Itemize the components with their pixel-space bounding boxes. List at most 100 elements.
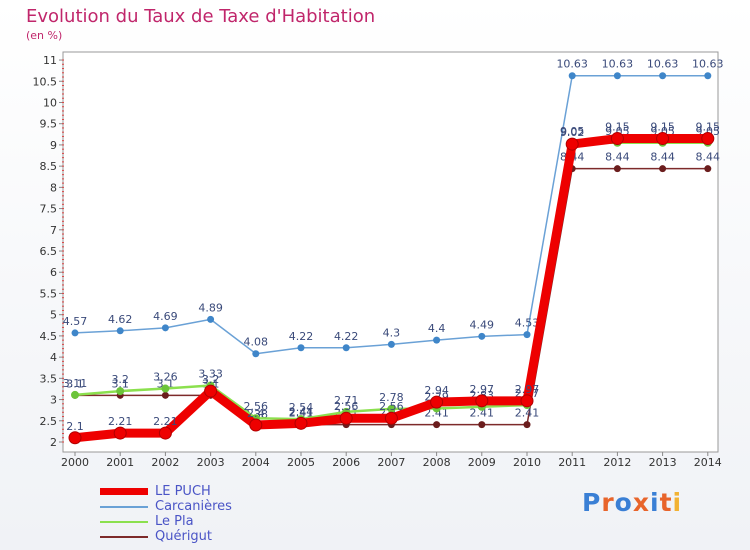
data-point-le-pla [116,387,125,396]
y-minor-tick [62,284,64,286]
data-label-le-pla: 9.05 [560,125,585,138]
y-minor-tick [62,360,64,362]
data-label-le-pla: 3.33 [198,368,223,381]
y-minor-tick [62,174,64,176]
y-minor-tick [62,135,64,137]
y-minor-tick [62,420,64,422]
y-minor-tick [62,72,64,74]
data-label-le-pla: 2.71 [334,394,359,407]
legend-label-le-puch: LE PUCH [155,484,211,499]
data-label-le-puch: 9.02 [560,126,585,139]
y-tick-label: 7 [50,224,57,237]
y-tick-label: 6.5 [40,245,58,258]
y-minor-tick [62,118,64,120]
y-minor-tick [62,144,64,146]
y-minor-tick [62,314,64,316]
y-minor-tick [62,441,64,443]
data-label-carcanieres: 4.89 [198,301,223,314]
y-minor-tick [62,165,64,167]
legend-item-le-puch[interactable]: LE PUCH [100,484,232,499]
y-minor-tick [62,280,64,282]
x-tick-label: 2012 [603,456,631,469]
x-tick-label: 2011 [558,456,586,469]
data-point-carcanieres [659,72,667,80]
y-minor-tick [62,80,64,82]
data-label-le-puch: 2.44 [289,405,314,418]
proxiti-logo[interactable]: Proxiti [582,488,682,517]
y-tick-label: 9 [50,139,57,152]
y-minor-tick [62,390,64,392]
y-minor-tick [62,297,64,299]
data-point-carcanieres [568,72,576,80]
y-minor-tick [62,348,64,350]
y-minor-tick [62,275,64,277]
y-minor-tick [62,140,64,142]
data-point-querigut [659,165,667,173]
y-minor-tick [62,237,64,239]
data-point-carcanieres [613,72,621,80]
y-minor-tick [62,63,64,65]
y-minor-tick [62,161,64,163]
y-minor-tick [62,178,64,180]
data-label-carcanieres: 10.63 [692,58,724,71]
y-minor-tick [62,225,64,227]
data-label-le-pla: 2.78 [379,391,404,404]
data-label-le-puch: 2.97 [515,383,540,396]
y-tick-label: 2.5 [40,415,58,428]
legend-item-carcanieres[interactable]: Carcanières [100,499,232,514]
y-minor-tick [62,411,64,413]
data-point-carcanieres [704,72,712,80]
y-minor-tick [62,394,64,396]
data-point-carcanieres [207,315,215,323]
y-minor-tick [62,326,64,328]
y-minor-tick [62,157,64,159]
data-point-carcanieres [297,344,305,352]
y-minor-tick [62,114,64,116]
data-point-le-pla [161,384,170,393]
data-point-carcanieres [478,332,486,340]
y-minor-tick [62,68,64,70]
data-point-carcanieres [387,340,395,348]
y-minor-tick [62,85,64,87]
data-point-carcanieres [433,336,441,344]
x-tick-label: 2010 [513,456,541,469]
y-minor-tick [62,131,64,133]
y-tick-label: 11 [43,54,57,67]
legend-item-querigut[interactable]: Quérigut [100,529,232,544]
data-label-carcanieres: 10.63 [647,58,679,71]
data-label-carcanieres: 4.22 [334,330,359,343]
data-label-querigut: 8.44 [696,151,721,164]
logo-letter: o [614,488,633,517]
y-minor-tick [62,186,64,188]
x-tick-label: 2009 [468,456,496,469]
y-minor-tick [62,259,64,261]
y-minor-tick [62,377,64,379]
data-point-carcanieres [161,324,169,332]
data-point-le-pla [71,390,79,399]
data-label-querigut: 3.1 [111,377,129,390]
y-tick-label: 7.5 [40,203,58,216]
data-label-carcanieres: 10.63 [556,58,588,71]
y-minor-tick [62,216,64,218]
data-label-le-puch: 2.56 [379,400,404,413]
legend-item-le-pla[interactable]: Le Pla [100,514,232,529]
legend-label-carcanieres: Carcanières [155,499,232,514]
y-minor-tick [62,106,64,108]
y-tick-label: 8 [50,181,57,194]
data-label-le-puch: 2.1 [66,420,84,433]
y-minor-tick [62,199,64,201]
plot-area [62,51,719,453]
y-minor-tick [62,59,64,61]
legend-swatch-querigut [100,536,148,538]
data-point-le-pla [387,404,396,413]
data-point-le-puch [520,394,534,408]
y-minor-tick [62,123,64,125]
data-point-carcanieres [523,331,531,339]
x-tick-label: 2003 [197,456,225,469]
data-point-le-puch [204,384,218,398]
data-label-carcanieres: 4.3 [383,326,401,339]
x-tick-label: 2001 [106,456,134,469]
y-tick-label: 3 [50,394,57,407]
data-point-le-puch [294,416,308,430]
data-point-carcanieres [116,327,124,335]
